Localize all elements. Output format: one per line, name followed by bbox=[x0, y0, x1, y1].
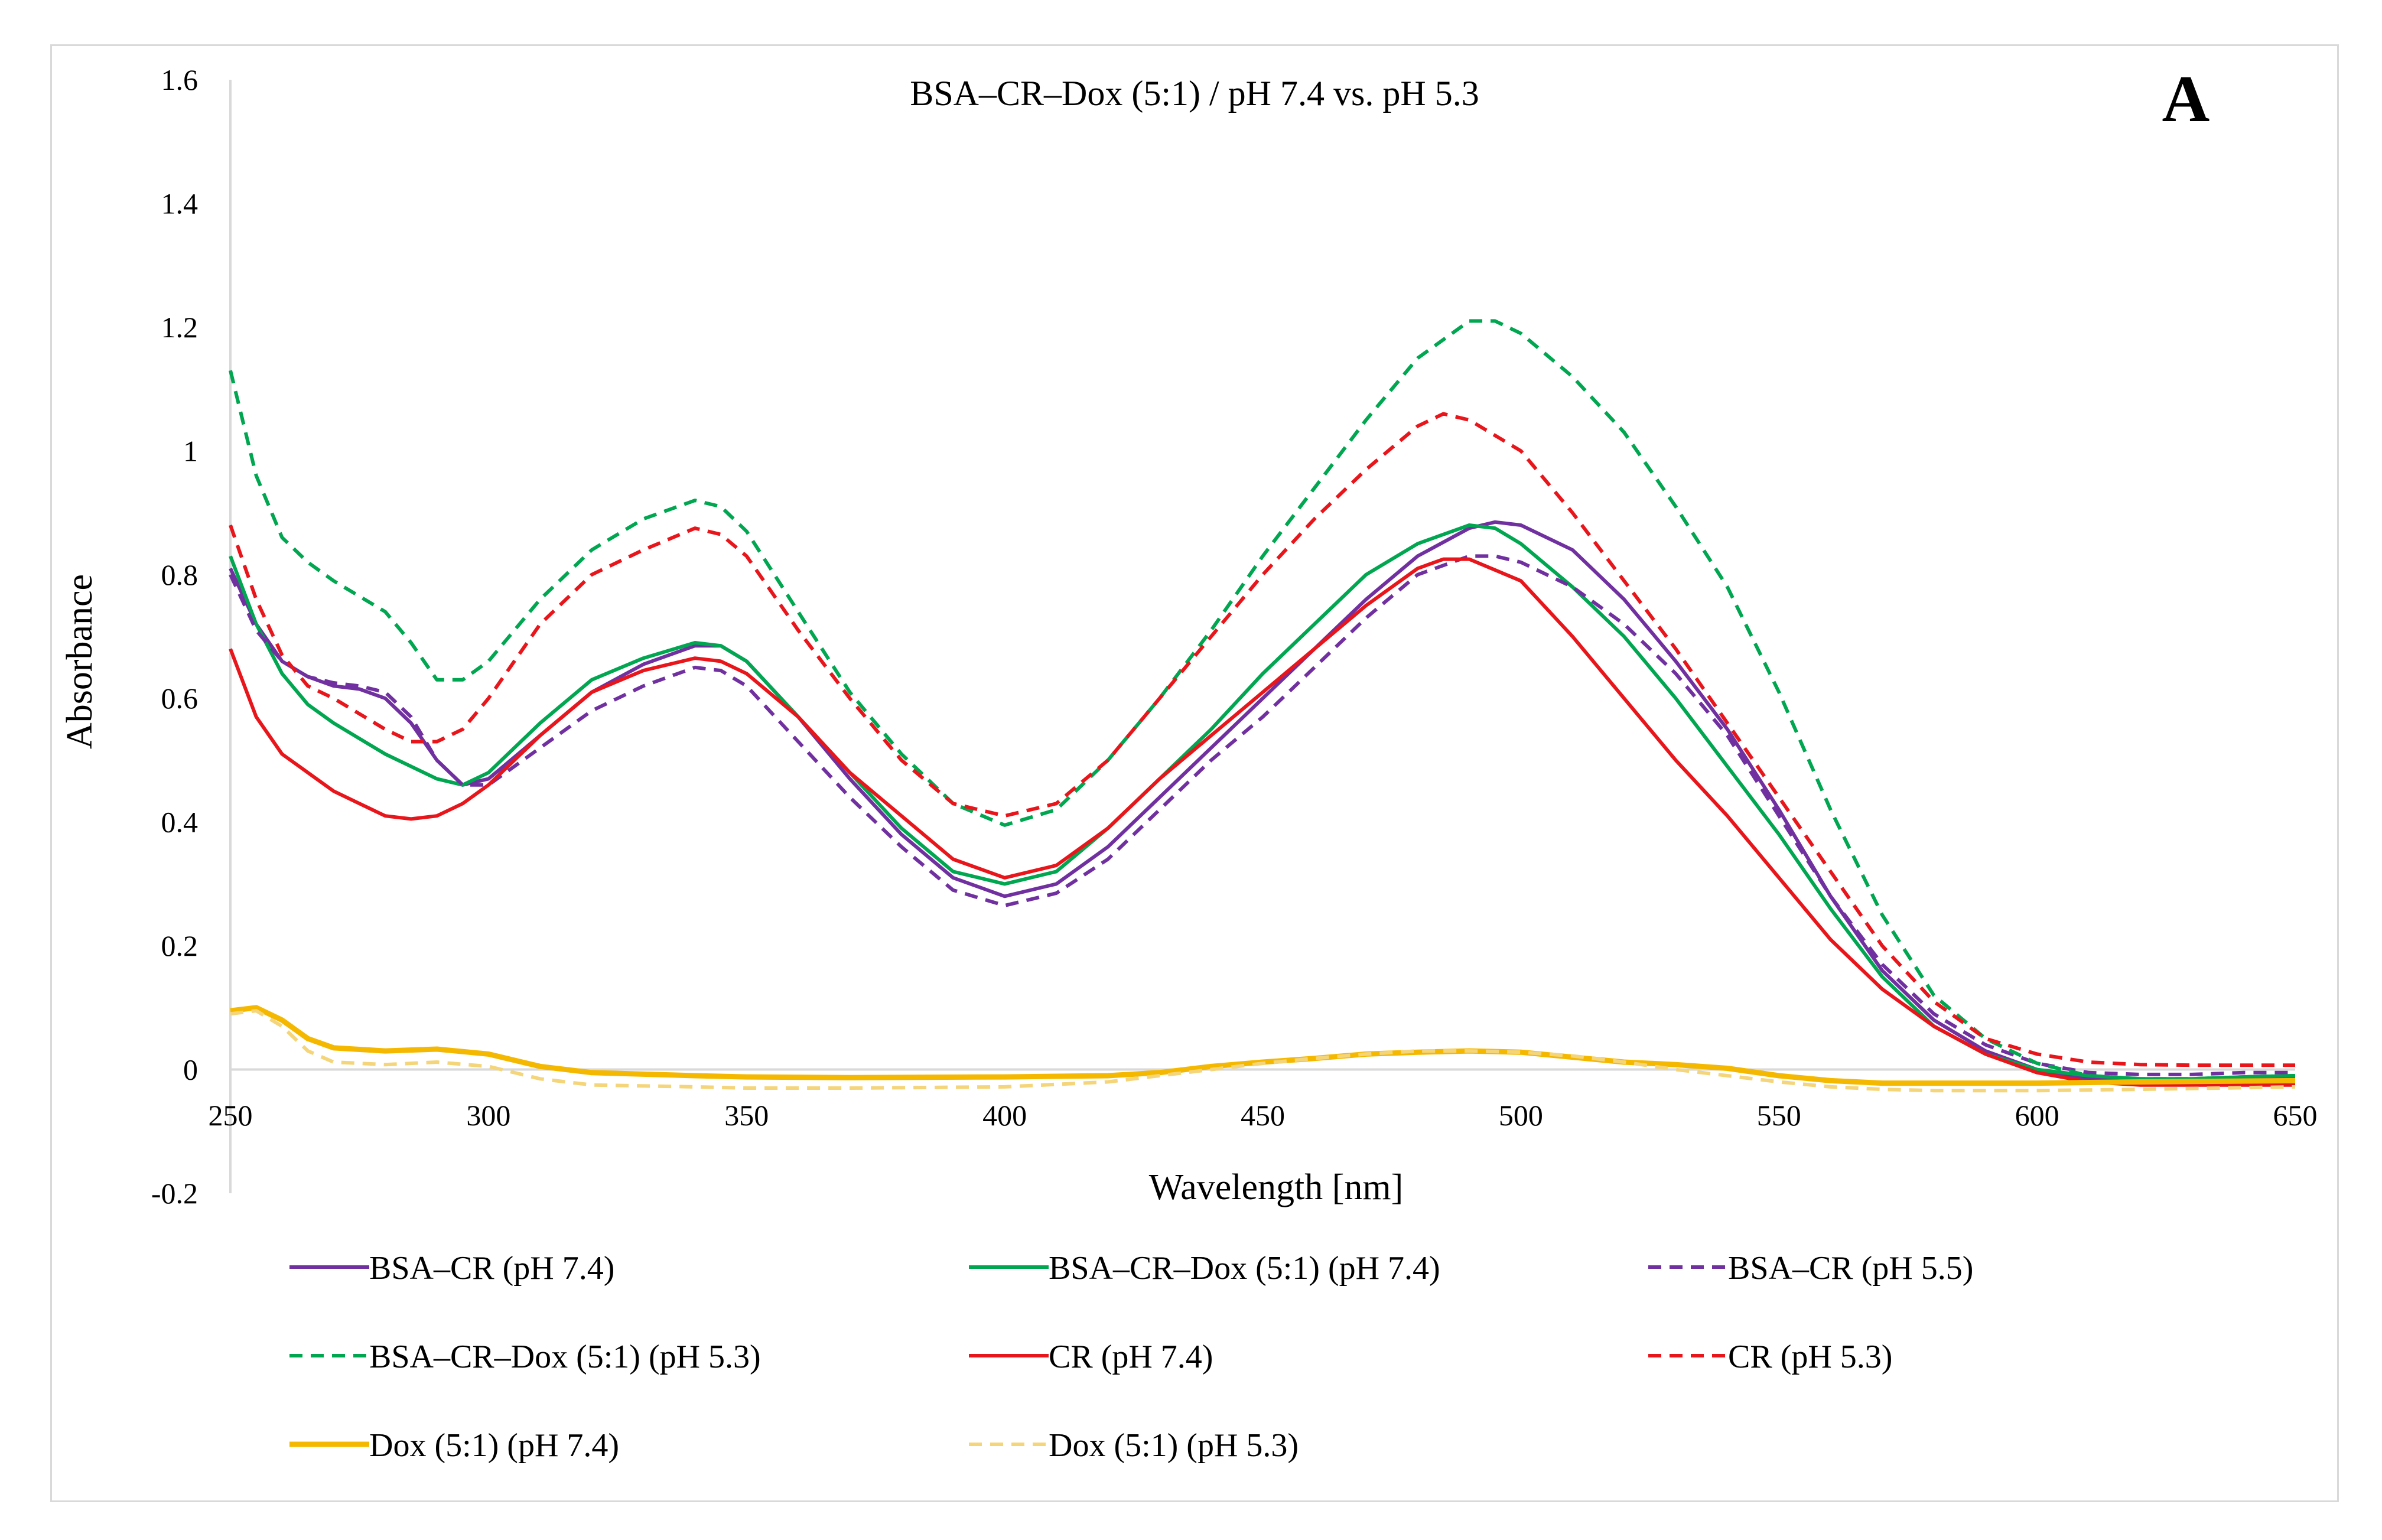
y-tick-label: 0.4 bbox=[161, 806, 198, 839]
series-layer bbox=[229, 319, 2296, 1093]
series-line-8 bbox=[230, 1009, 2296, 1093]
panel-label: A bbox=[2162, 63, 2210, 136]
chart-title: BSA–CR–Dox (5:1) / pH 7.4 vs. pH 5.3 bbox=[910, 74, 1479, 113]
x-tick-label: 350 bbox=[724, 1099, 769, 1132]
series-line-2 bbox=[229, 523, 2296, 1081]
x-tick-labels: 250 300 350 400 450 500 550 600 650 bbox=[209, 1099, 2318, 1132]
series-line-1 bbox=[229, 520, 2295, 1083]
legend-label: Dox (5:1) (pH 5.3) bbox=[1049, 1427, 1299, 1464]
legend-label: BSA–CR (pH 5.5) bbox=[1728, 1250, 1973, 1287]
series-line-4 bbox=[229, 319, 2296, 1081]
series-line-3 bbox=[229, 554, 2295, 1076]
y-tick-label: 0 bbox=[183, 1053, 198, 1086]
x-axis-label: Wavelength [nm] bbox=[1149, 1167, 1404, 1207]
series-line-7 bbox=[230, 1005, 2296, 1086]
x-tick-label: 650 bbox=[2273, 1099, 2318, 1132]
legend-label: Dox (5:1) (pH 7.4) bbox=[369, 1427, 619, 1464]
series-line-6 bbox=[229, 412, 2295, 1067]
y-tick-label: -0.2 bbox=[151, 1177, 198, 1210]
y-tick-label: 1.4 bbox=[161, 187, 198, 220]
y-tick-label: 1 bbox=[183, 434, 198, 467]
x-tick-label: 500 bbox=[1499, 1099, 1543, 1132]
y-tick-label: 1.2 bbox=[161, 311, 198, 344]
legend: BSA–CR (pH 7.4) BSA–CR–Dox (5:1) (pH 7.4)… bbox=[289, 1250, 1973, 1464]
y-tick-label: 0.8 bbox=[161, 558, 198, 591]
x-tick-label: 600 bbox=[2015, 1099, 2059, 1132]
x-tick-label: 300 bbox=[466, 1099, 510, 1132]
legend-label: CR (pH 5.3) bbox=[1728, 1339, 1892, 1375]
y-tick-label: 1.6 bbox=[161, 63, 198, 96]
legend-label: CR (pH 7.4) bbox=[1049, 1339, 1213, 1375]
x-tick-label: 550 bbox=[1757, 1099, 1801, 1132]
y-axis-label: Absorbance bbox=[60, 574, 100, 749]
legend-label: BSA–CR (pH 7.4) bbox=[369, 1250, 614, 1287]
x-tick-label: 450 bbox=[1241, 1099, 1285, 1132]
chart-frame bbox=[50, 44, 2339, 1502]
y-tick-label: 0.6 bbox=[161, 682, 198, 715]
x-tick-label: 400 bbox=[982, 1099, 1027, 1132]
legend-label: BSA–CR–Dox (5:1) (pH 7.4) bbox=[1049, 1250, 1440, 1287]
legend-label: BSA–CR–Dox (5:1) (pH 5.3) bbox=[369, 1339, 761, 1375]
y-tick-label: 0.2 bbox=[161, 929, 198, 962]
y-tick-labels: 1.6 1.4 1.2 1 0.8 0.6 0.4 0.2 0 -0.2 bbox=[151, 63, 198, 1210]
series-line-5 bbox=[229, 557, 2295, 1087]
x-tick-label: 250 bbox=[209, 1099, 253, 1132]
